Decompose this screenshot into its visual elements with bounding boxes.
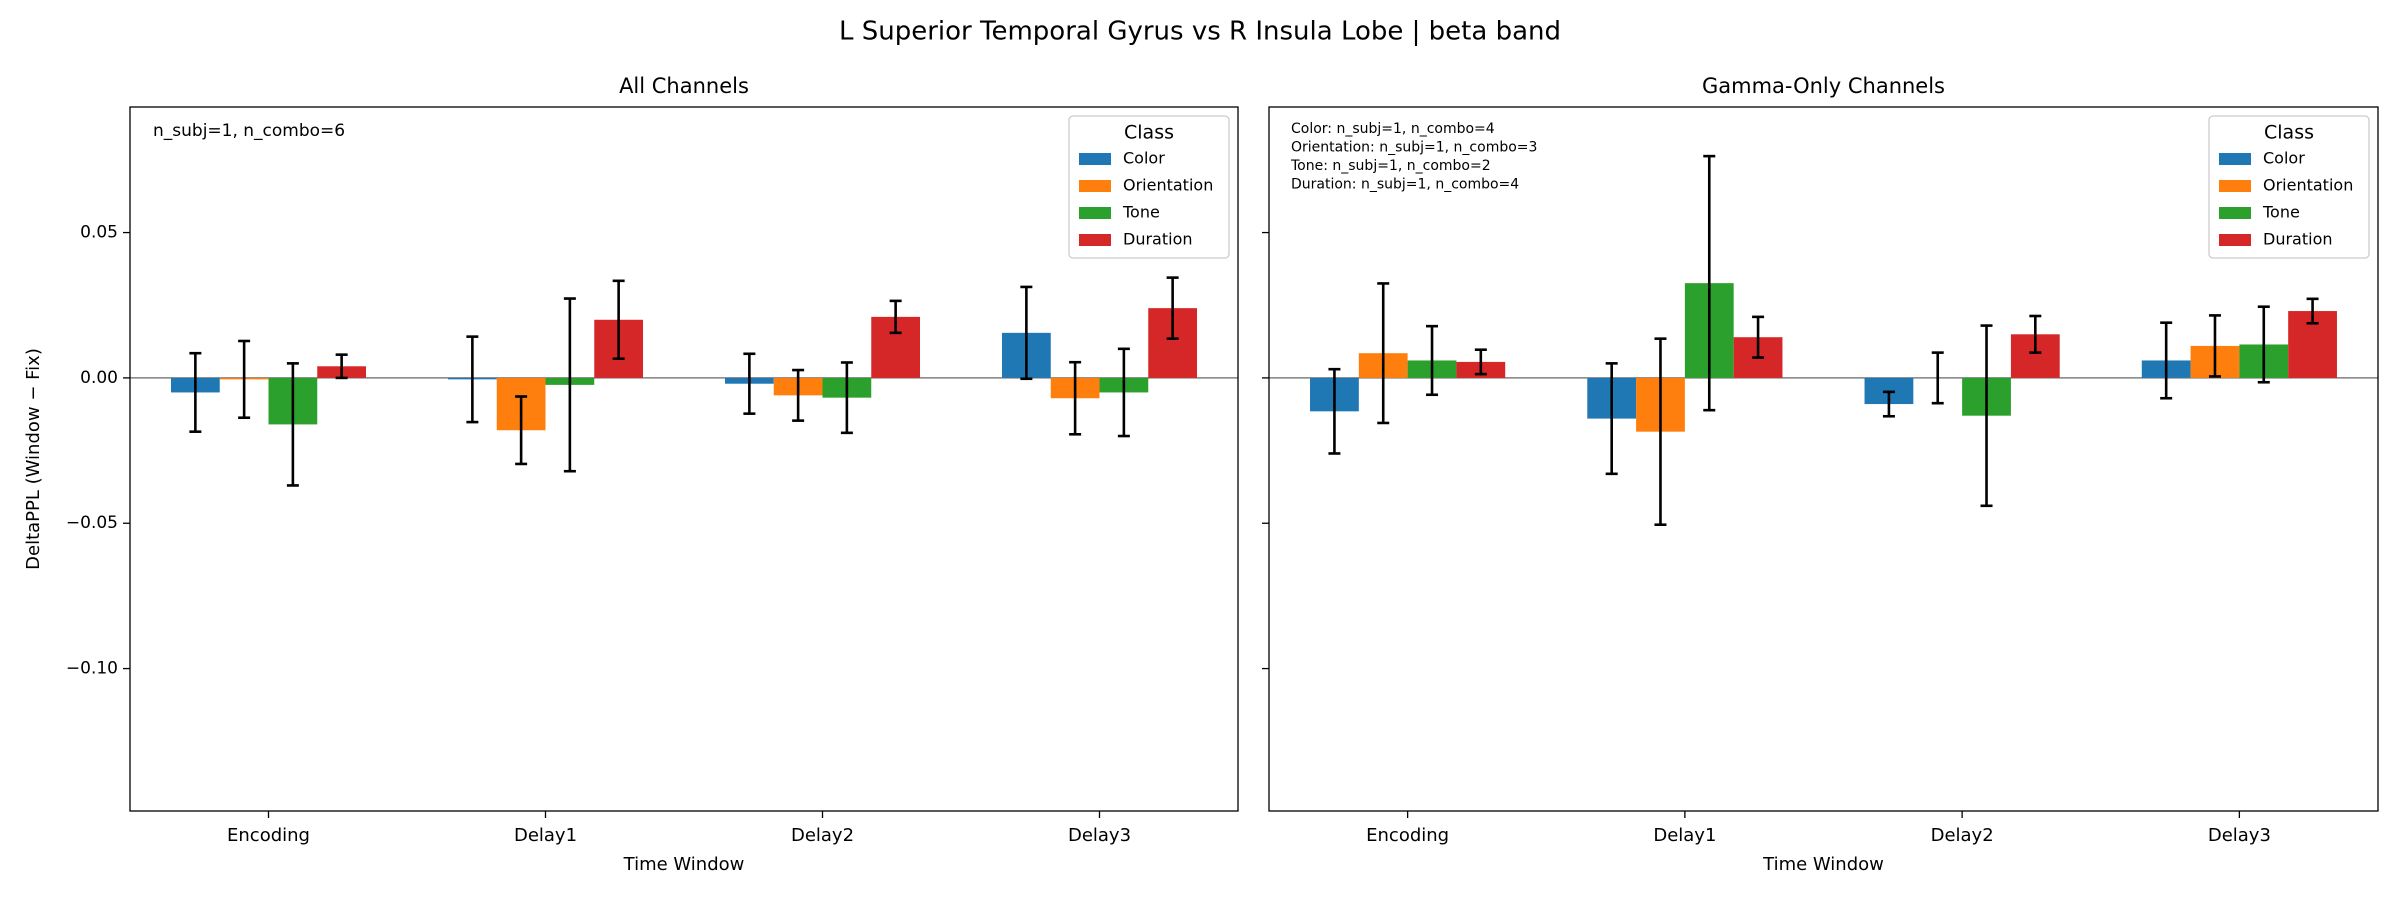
error-bar bbox=[238, 339, 251, 420]
x-tick-label: Delay3 bbox=[2208, 825, 2271, 846]
panel-title: All Channels bbox=[619, 74, 749, 98]
x-tick-label: Delay1 bbox=[514, 825, 577, 846]
y-tick-label: −0.10 bbox=[66, 659, 118, 679]
annotation: n_subj=1, n_combo=6 bbox=[153, 121, 345, 141]
error-bar bbox=[335, 353, 348, 380]
error-bar bbox=[1377, 282, 1390, 425]
error-bar bbox=[792, 368, 805, 422]
x-tick-label: Delay1 bbox=[1653, 825, 1716, 846]
panel-title: Gamma-Only Channels bbox=[1702, 74, 1945, 98]
error-bar bbox=[1426, 324, 1439, 397]
y-tick-label: 0.05 bbox=[80, 223, 118, 243]
error-bar bbox=[1931, 351, 1944, 405]
error-bar bbox=[1474, 348, 1487, 376]
error-bar bbox=[2160, 321, 2173, 400]
error-bar bbox=[1328, 367, 1341, 455]
legend-label: Tone bbox=[2262, 203, 2300, 222]
legend-swatch bbox=[2219, 234, 2251, 246]
error-bar bbox=[563, 297, 576, 473]
error-bar bbox=[1752, 315, 1765, 359]
error-bar bbox=[1605, 362, 1618, 476]
error-bar bbox=[840, 361, 853, 435]
error-bar bbox=[1980, 324, 1993, 508]
error-bar bbox=[466, 335, 479, 424]
error-bar bbox=[2029, 314, 2042, 354]
y-axis-label: DeltaPPL (Window − Fix) bbox=[23, 348, 44, 570]
x-tick-label: Encoding bbox=[227, 825, 310, 846]
error-bar bbox=[515, 395, 528, 466]
legend-swatch bbox=[1079, 153, 1111, 165]
legend-label: Orientation bbox=[1123, 176, 1213, 195]
axes-frame bbox=[1268, 106, 2379, 812]
figure-title: L Superior Temporal Gyrus vs R Insula Lo… bbox=[839, 17, 1561, 47]
legend-label: Color bbox=[1123, 149, 1165, 168]
annotation: Tone: n_subj=1, n_combo=2 bbox=[1290, 158, 1491, 174]
x-axis-label: Time Window bbox=[1762, 854, 1884, 875]
legend: Class Color Orientation Tone Duration bbox=[2208, 115, 2370, 259]
legend-label: Color bbox=[2263, 149, 2305, 168]
error-bar bbox=[2257, 305, 2270, 384]
axes-frame bbox=[129, 106, 1239, 812]
x-tick-label: Encoding bbox=[1366, 825, 1449, 846]
error-bar bbox=[889, 299, 902, 335]
legend-box bbox=[1068, 115, 1230, 259]
error-bar bbox=[1166, 276, 1179, 340]
error-bar bbox=[1654, 337, 1667, 526]
legend-swatch bbox=[1079, 207, 1111, 219]
error-bar bbox=[743, 352, 756, 415]
legend-title: Class bbox=[2264, 122, 2314, 144]
x-tick-label: Delay2 bbox=[791, 825, 854, 846]
error-bar bbox=[1703, 154, 1716, 412]
error-bar bbox=[1117, 347, 1130, 438]
annotation: Duration: n_subj=1, n_combo=4 bbox=[1291, 177, 1519, 193]
error-bar bbox=[286, 362, 299, 487]
y-tick-label: 0.00 bbox=[80, 368, 118, 388]
annotation: Orientation: n_subj=1, n_combo=3 bbox=[1291, 140, 1537, 156]
y-tick-label: −0.05 bbox=[66, 513, 118, 533]
x-axis-label: Time Window bbox=[623, 854, 745, 875]
error-bar bbox=[2306, 297, 2319, 325]
x-tick-label: Delay3 bbox=[1068, 825, 1131, 846]
legend-swatch bbox=[1079, 180, 1111, 192]
error-bar bbox=[2208, 314, 2221, 378]
error-bar bbox=[1882, 390, 1895, 418]
annotation: Color: n_subj=1, n_combo=4 bbox=[1291, 121, 1495, 137]
legend-label: Duration bbox=[1123, 230, 1193, 249]
legend: Class Color Orientation Tone Duration bbox=[1068, 115, 1230, 259]
legend-box bbox=[2208, 115, 2370, 259]
error-bar bbox=[189, 351, 202, 433]
error-bar bbox=[612, 279, 625, 361]
legend-swatch bbox=[2219, 153, 2251, 165]
error-bar bbox=[1020, 285, 1033, 381]
legend-swatch bbox=[2219, 180, 2251, 192]
x-tick-label: Delay2 bbox=[1931, 825, 1994, 846]
legend-label: Orientation bbox=[2263, 176, 2353, 195]
error-bar bbox=[1069, 360, 1082, 436]
legend-label: Tone bbox=[1122, 203, 1160, 222]
legend-title: Class bbox=[1124, 122, 1174, 144]
panel: Encoding Delay1 Delay2 Delay3 Gamma-Only Cha… bbox=[1262, 74, 2379, 875]
panel: −0.10 −0.05 0.00 0.05 Encoding Delay1 Delay2 De… bbox=[23, 74, 1239, 875]
legend-label: Duration bbox=[2263, 230, 2333, 249]
legend-swatch bbox=[1079, 234, 1111, 246]
legend-swatch bbox=[2219, 207, 2251, 219]
